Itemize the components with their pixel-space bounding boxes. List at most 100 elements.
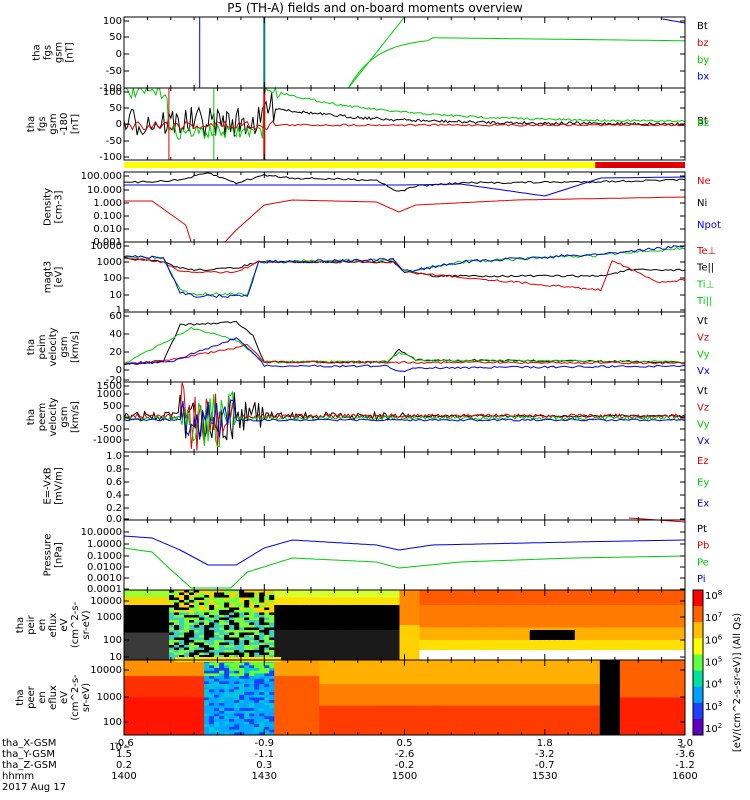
- spectrogram-cell: [284, 615, 290, 618]
- spectrogram-cell: [159, 650, 165, 653]
- spectrogram-cell: [249, 697, 255, 701]
- spectrogram-cell: [679, 590, 686, 593]
- spectrogram-cell: [274, 721, 280, 725]
- spectrogram-cell: [334, 622, 340, 626]
- spectrogram-cell: [259, 612, 265, 616]
- spectrogram-cell: [429, 607, 435, 611]
- spectrogram-cell: [529, 645, 536, 648]
- spectrogram-cell: [144, 650, 150, 653]
- spectrogram-cell: [534, 645, 541, 648]
- spectrogram-cell: [319, 716, 325, 720]
- spectrogram-cell: [214, 642, 220, 646]
- spectrogram-cell: [144, 595, 150, 598]
- spectrogram-cell: [194, 724, 200, 728]
- spectrogram-cell: [409, 647, 415, 651]
- spectrogram-cell: [659, 637, 666, 641]
- spectrogram-cell: [454, 645, 460, 648]
- spectrogram-cell: [274, 665, 280, 669]
- spectrogram-cell: [194, 602, 200, 606]
- spectrogram-cell: [334, 660, 340, 664]
- spectrogram-cell: [259, 697, 265, 701]
- spectrogram-cell: [149, 721, 155, 725]
- spectrogram-cell: [144, 708, 150, 712]
- spectrogram-cell: [484, 632, 491, 636]
- spectrogram-cell: [384, 729, 390, 733]
- spectrogram-cell: [434, 718, 440, 723]
- spectrogram-cell: [229, 678, 235, 682]
- spectrogram-cell: [384, 694, 390, 698]
- spectrogram-cell: [389, 590, 395, 593]
- spectrogram-cell: [364, 637, 370, 641]
- spectrogram-cell: [154, 668, 160, 672]
- spectrogram-cell: [389, 726, 395, 731]
- spectrogram-cell: [309, 640, 315, 643]
- spectrogram-cell: [214, 702, 220, 706]
- spectrogram-cell: [219, 678, 225, 682]
- spectrogram-cell: [414, 637, 420, 641]
- spectrogram-cell: [504, 645, 511, 648]
- spectrogram-cell: [184, 716, 190, 720]
- spectrogram-cell: [364, 678, 370, 682]
- spectrogram-cell: [509, 602, 516, 606]
- spectrogram-cell: [564, 610, 571, 613]
- spectrogram-cell: [549, 590, 556, 593]
- spectrogram-cell: [519, 630, 526, 633]
- spectrogram-cell: [604, 637, 611, 641]
- spectrogram-cell: [239, 632, 245, 636]
- spectrogram-cell: [299, 678, 305, 682]
- spectrogram-cell: [644, 602, 651, 606]
- spectrogram-cell: [399, 600, 405, 603]
- spectrogram-cell: [164, 610, 170, 613]
- spectrogram-cell: [209, 713, 215, 717]
- spectrogram-cell: [194, 716, 200, 720]
- spectrogram-cell: [634, 592, 641, 596]
- spectrogram-cell: [194, 702, 200, 706]
- spectrogram-cell: [134, 605, 140, 608]
- spectrogram-cell: [429, 676, 435, 680]
- spectrogram-cell: [479, 602, 486, 606]
- spectrogram-cell: [169, 681, 175, 685]
- spectrogram-cell: [429, 716, 435, 720]
- spectrogram-cell: [169, 595, 175, 598]
- spectrogram-cell: [569, 607, 576, 611]
- spectrogram-cell: [549, 602, 556, 606]
- spectrogram-cell: [294, 620, 300, 623]
- spectrogram-cell: [294, 597, 300, 601]
- spectrogram-cell: [194, 676, 200, 680]
- spectrogram-cell: [314, 660, 320, 664]
- spectrogram-cell: [154, 657, 160, 661]
- spectrogram-cell: [574, 590, 581, 593]
- spectrogram-cell: [394, 612, 400, 616]
- spectrogram-cell: [404, 684, 410, 688]
- spectrogram-cell: [419, 697, 425, 701]
- spectrogram-cell: [429, 724, 435, 728]
- spectrogram-cell: [334, 600, 340, 603]
- spectrogram-cell: [379, 627, 385, 631]
- spectrogram-cell: [279, 642, 285, 646]
- spectrogram-cell: [159, 625, 165, 628]
- spectrogram-cell: [139, 597, 145, 601]
- spectrogram-cell: [384, 716, 390, 720]
- spectrogram-cell: [224, 676, 230, 680]
- spectrogram-cell: [129, 627, 135, 631]
- spectrogram-cell: [669, 610, 676, 613]
- spectrogram-cell: [194, 615, 200, 618]
- spectrogram-cell: [454, 617, 460, 621]
- spectrogram-cell: [649, 627, 656, 631]
- spectrogram-cell: [534, 615, 541, 618]
- spectrogram-cell: [164, 689, 170, 693]
- spectrogram-cell: [599, 642, 606, 646]
- spectrogram-cell: [549, 635, 556, 638]
- spectrogram-cell: [444, 708, 450, 712]
- spectrogram-cell: [424, 721, 430, 725]
- spectrogram-cell: [389, 645, 395, 648]
- spectrogram-cell: [409, 676, 415, 680]
- spectrogram-cell: [439, 640, 445, 643]
- spectrogram-cell: [444, 657, 450, 661]
- spectrogram-cell: [354, 647, 360, 651]
- spectrogram-cell: [199, 632, 205, 636]
- spectrogram-cell: [174, 721, 180, 725]
- spectrogram-cell: [359, 607, 365, 611]
- spectrogram-cell: [279, 660, 285, 664]
- spectrogram-cell: [594, 600, 601, 603]
